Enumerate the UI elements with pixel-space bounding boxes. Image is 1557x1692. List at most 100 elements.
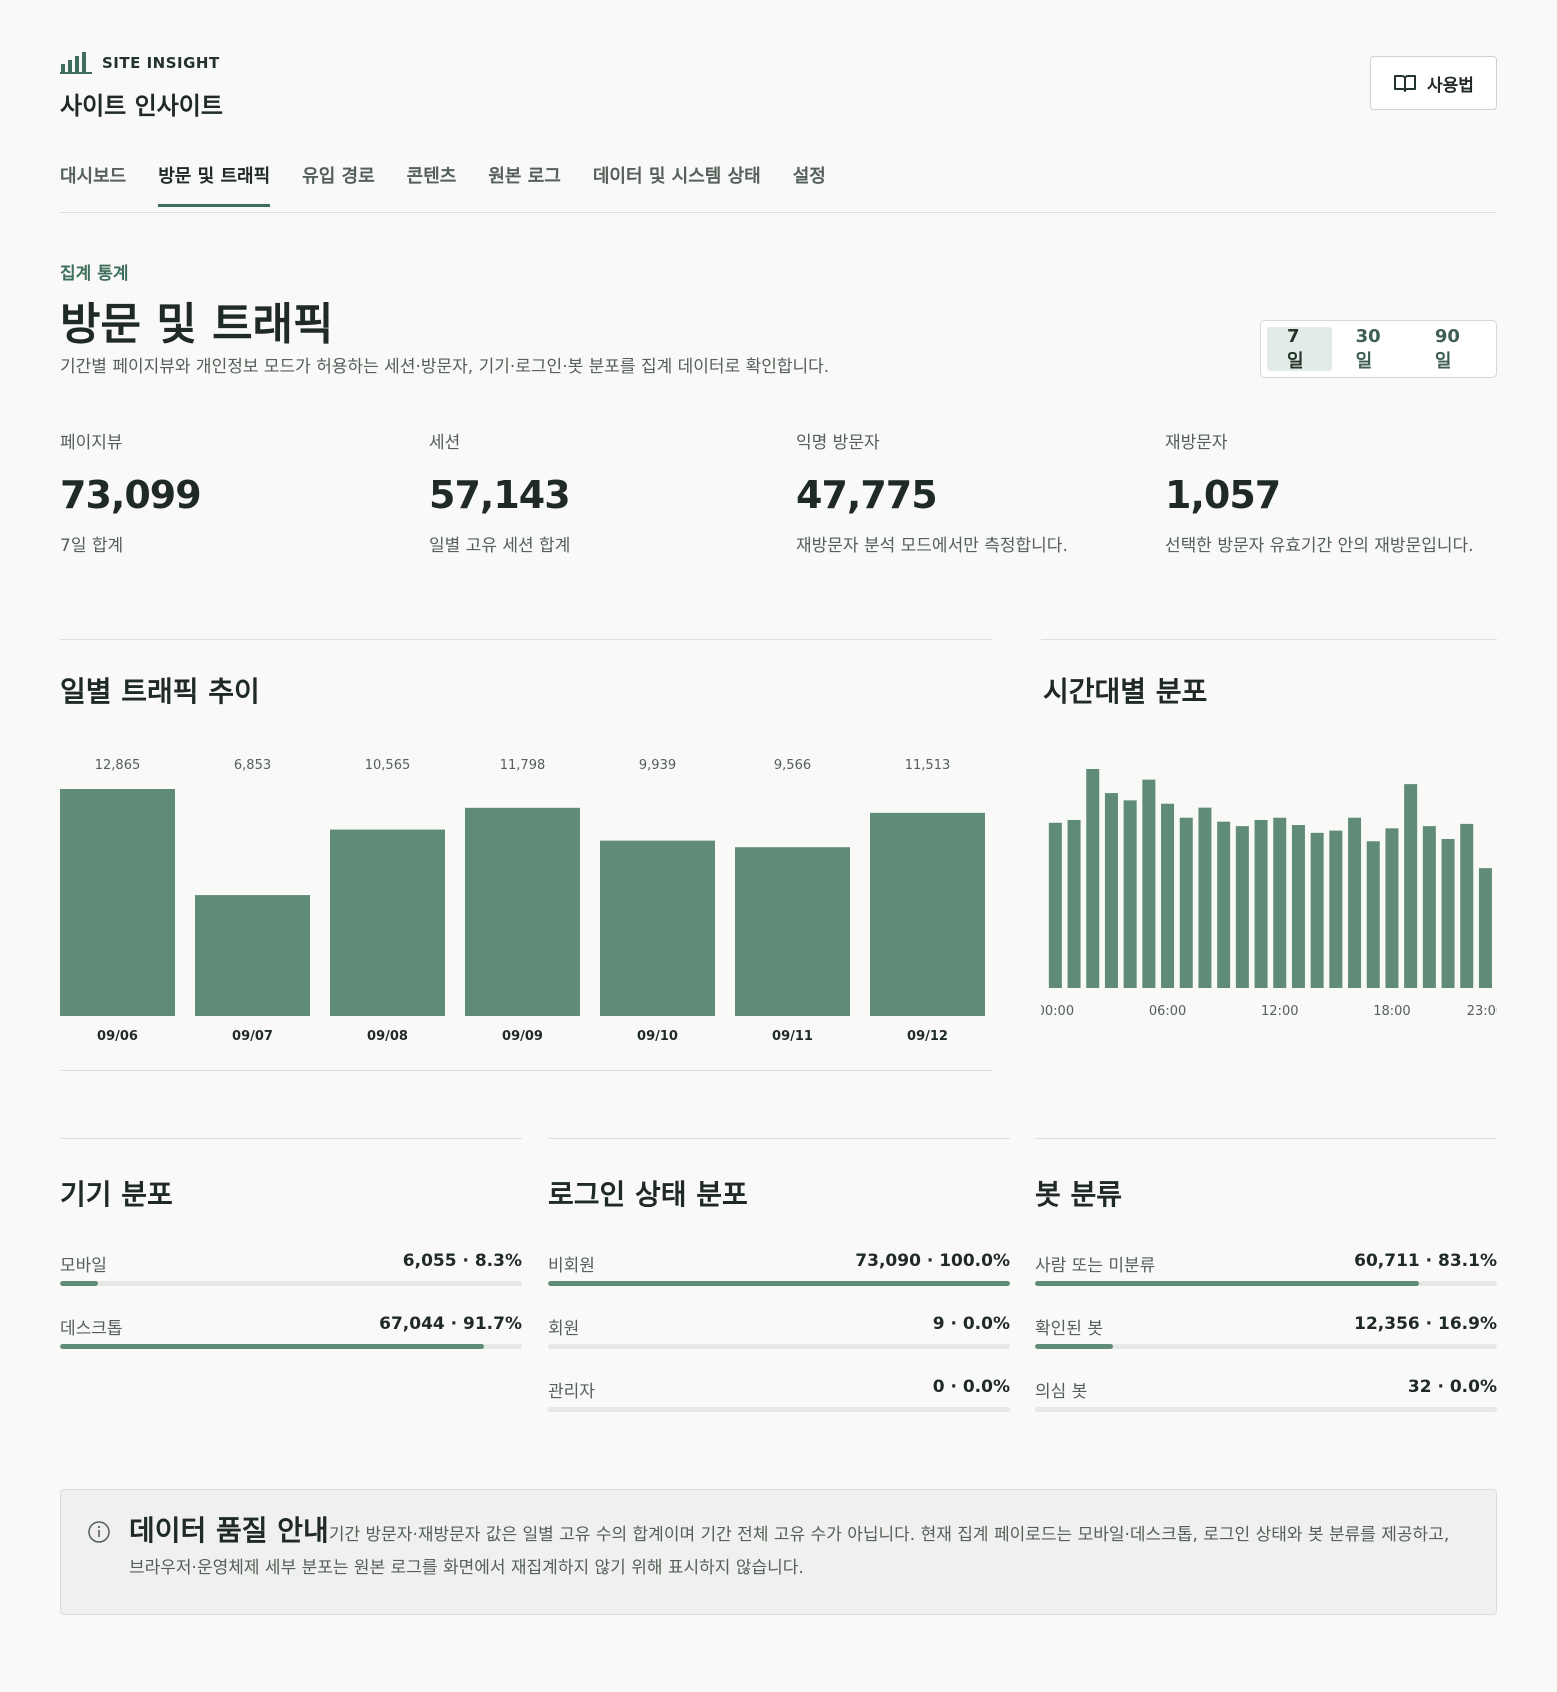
row-label: 의심 봇 bbox=[1035, 1382, 1088, 1402]
range-selector: 7일 30일 90일 bbox=[1260, 320, 1497, 378]
notice: 데이터 품질 안내기간 방문자·재방문자 값은 일별 고유 수의 합계이며 기간… bbox=[60, 1489, 1497, 1615]
row-value: 73,090 · 100.0% bbox=[855, 1251, 1010, 1271]
kpi-note: 선택한 방문자 유효기간 안의 재방문입니다. bbox=[1165, 536, 1474, 556]
distribution-row: 사람 또는 미분류 60,711 · 83.1% bbox=[1035, 1251, 1497, 1276]
bar bbox=[1048, 822, 1062, 988]
divider bbox=[1041, 639, 1497, 640]
bar bbox=[60, 789, 175, 1016]
help-button[interactable]: 사용법 bbox=[1370, 56, 1497, 110]
bar bbox=[1422, 826, 1436, 988]
row-value: 0 · 0.0% bbox=[932, 1377, 1010, 1397]
info-icon bbox=[88, 1521, 110, 1543]
kpi-card: 재방문자 1,057 선택한 방문자 유효기간 안의 재방문입니다. bbox=[1165, 428, 1495, 559]
hourly-chart: 00:00 06:00 12:00 18:00 23:00 bbox=[1041, 769, 1497, 1019]
x-tick-label: 09/08 bbox=[367, 1029, 408, 1044]
bar bbox=[1460, 823, 1474, 988]
nav-tab[interactable]: 유입 경로 bbox=[302, 166, 375, 187]
bar bbox=[1348, 817, 1362, 988]
kpi-card: 페이지뷰 73,099 7일 합계 bbox=[60, 428, 390, 559]
brand-name: SITE INSIGHT bbox=[102, 54, 220, 72]
bar bbox=[330, 829, 445, 1016]
value-label: 12,865 bbox=[95, 758, 141, 773]
x-tick-label: 09/12 bbox=[907, 1029, 948, 1044]
value-label: 11,513 bbox=[905, 758, 951, 773]
help-label: 사용법 bbox=[1427, 75, 1474, 96]
kpi-label: 세션 bbox=[429, 433, 461, 453]
bar bbox=[1067, 819, 1081, 988]
notice-text: 기간 방문자·재방문자 값은 일별 고유 수의 합계이며 기간 전체 고유 수가… bbox=[129, 1525, 1450, 1578]
value-label: 6,853 bbox=[234, 758, 271, 773]
x-tick-label: 09/06 bbox=[97, 1029, 138, 1044]
bar bbox=[1161, 803, 1175, 988]
nav-tab[interactable]: 방문 및 트래픽 bbox=[158, 162, 271, 207]
bar-fill bbox=[60, 1344, 484, 1349]
x-tick-label: 09/09 bbox=[502, 1029, 543, 1044]
row-label: 회원 bbox=[548, 1319, 580, 1339]
distribution-row: 비회원 73,090 · 100.0% bbox=[548, 1251, 1010, 1276]
value-label: 11,798 bbox=[500, 758, 546, 773]
row-value: 32 · 0.0% bbox=[1407, 1377, 1497, 1397]
kpi-note: 7일 합계 bbox=[60, 536, 124, 556]
x-tick-label: 09/07 bbox=[232, 1029, 273, 1044]
bar-track bbox=[548, 1281, 1010, 1286]
distribution-row: 관리자 0 · 0.0% bbox=[548, 1377, 1010, 1402]
distribution-row: 모바일 6,055 · 8.3% bbox=[60, 1251, 522, 1276]
kpi-label: 페이지뷰 bbox=[60, 433, 123, 453]
distribution-row: 확인된 봇 12,356 · 16.9% bbox=[1035, 1314, 1497, 1339]
row-label: 데스크톱 bbox=[60, 1319, 123, 1339]
distribution-row: 데스크톱 67,044 · 91.7% bbox=[60, 1314, 522, 1339]
kpi-value: 1,057 bbox=[1165, 473, 1281, 517]
divider bbox=[60, 1070, 992, 1071]
logo-icon bbox=[60, 52, 92, 74]
bar bbox=[870, 812, 985, 1016]
book-icon bbox=[1394, 75, 1417, 92]
value-label: 9,939 bbox=[639, 758, 676, 773]
bar-fill bbox=[548, 1281, 1010, 1286]
kpi-note: 재방문자 분석 모드에서만 측정합니다. bbox=[796, 536, 1068, 556]
daily-chart: 12,865 09/06 6,853 09/07 10,565 09/08 11,798 09… bbox=[60, 758, 985, 1044]
range-option[interactable]: 90일 bbox=[1434, 325, 1460, 372]
bar bbox=[1123, 800, 1137, 988]
kpi-card: 익명 방문자 47,775 재방문자 분석 모드에서만 측정합니다. bbox=[796, 428, 1126, 559]
description: 기간별 페이지뷰와 개인정보 모드가 허용하는 세션·방문자, 기기·로그인·봇… bbox=[60, 357, 830, 377]
distribution-row: 의심 봇 32 · 0.0% bbox=[1035, 1377, 1497, 1402]
chart-title: 일별 트래픽 추이 bbox=[60, 675, 260, 708]
x-tick-label: 12:00 bbox=[1261, 1004, 1298, 1019]
distribution-title: 기기 분포 bbox=[60, 1178, 173, 1211]
nav-tab[interactable]: 콘텐츠 bbox=[406, 166, 457, 187]
bar bbox=[465, 807, 580, 1016]
bar bbox=[1273, 817, 1287, 988]
bar bbox=[1179, 817, 1193, 988]
row-label: 관리자 bbox=[548, 1382, 595, 1402]
x-tick-label: 18:00 bbox=[1373, 1004, 1410, 1019]
value-label: 9,566 bbox=[774, 758, 811, 773]
nav-tab[interactable]: 원본 로그 bbox=[488, 166, 561, 187]
bar bbox=[1086, 769, 1100, 988]
kpi-value: 73,099 bbox=[60, 473, 202, 517]
nav-tab[interactable]: 설정 bbox=[792, 166, 826, 187]
x-tick-label: 00:00 bbox=[1041, 1004, 1074, 1019]
bar bbox=[1385, 828, 1399, 988]
bar bbox=[1217, 821, 1231, 988]
x-tick-label: 06:00 bbox=[1149, 1004, 1186, 1019]
distribution-title: 봇 분류 bbox=[1035, 1178, 1123, 1211]
bar bbox=[1329, 830, 1343, 988]
distribution: 로그인 상태 분포 비회원 73,090 · 100.0% 회원 9 · 0.0% 관리자… bbox=[548, 1138, 1010, 1440]
divider bbox=[60, 639, 992, 640]
nav-tab[interactable]: 대시보드 bbox=[60, 166, 127, 187]
brand: SITE INSIGHT bbox=[60, 52, 220, 74]
nav-tab[interactable]: 데이터 및 시스템 상태 bbox=[592, 166, 761, 187]
bar bbox=[195, 895, 310, 1016]
bar bbox=[1254, 819, 1268, 988]
divider bbox=[60, 212, 1497, 213]
range-option[interactable]: 7일 bbox=[1267, 326, 1332, 372]
range-option[interactable]: 30일 bbox=[1355, 325, 1381, 372]
row-label: 모바일 bbox=[60, 1256, 107, 1276]
row-label: 확인된 봇 bbox=[1035, 1319, 1103, 1339]
bar bbox=[735, 847, 850, 1016]
bar bbox=[1104, 793, 1118, 988]
value-label: 10,565 bbox=[365, 758, 411, 773]
row-value: 67,044 · 91.7% bbox=[379, 1314, 522, 1334]
